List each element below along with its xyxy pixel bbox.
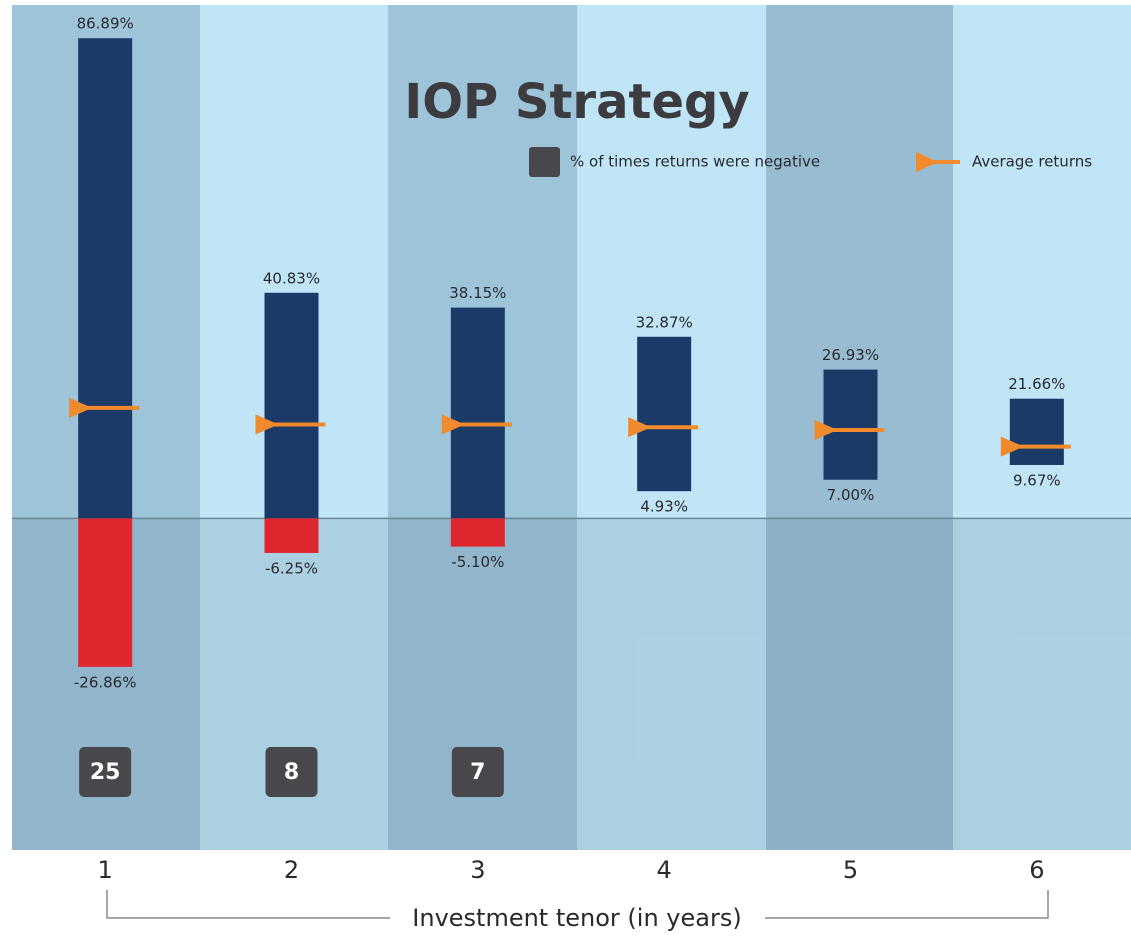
bar-range [823,369,878,480]
chart-title: IOP Strategy [404,74,749,130]
data-label: 32.87% [636,313,693,331]
bar-range [1009,398,1064,465]
negative-badge [451,747,504,797]
axis-bracket [106,890,1049,919]
average-marker [441,414,512,435]
data-label: -6.25% [265,559,318,577]
data-label: 40.83% [263,269,320,287]
x-tick-label: 6 [1029,856,1044,884]
x-tick-label: 4 [657,856,672,884]
legend-label: Average returns [972,153,1092,171]
bar-negative [264,518,319,553]
data-label: 4.93% [640,498,688,516]
data-label: 21.66% [1008,375,1065,393]
negative-count: 25 [90,760,121,785]
legend-label: % of times returns were negative [570,153,820,171]
negative-count: 7 [470,760,485,785]
negative-badge [79,747,132,797]
bar-positive [264,292,319,519]
lower-shade [12,518,1131,850]
bar-negative [78,518,133,667]
average-marker [255,414,326,435]
x-axis-label: Investment tenor (in years) [412,904,741,932]
data-label: 26.93% [822,346,879,364]
x-tick-label: 2 [284,856,299,884]
average-marker [628,417,699,438]
negative-count: 8 [284,760,299,785]
x-tick-label: 3 [470,856,485,884]
bar-negative [450,518,505,547]
legend-swatch [916,151,960,173]
data-label: -26.86% [74,673,137,691]
data-label: 86.89% [77,15,134,33]
x-tick-label: 1 [98,856,113,884]
average-marker [814,419,885,441]
average-marker [69,397,140,418]
background [12,5,1131,850]
data-label: -5.10% [451,553,504,571]
bar-range [637,336,692,492]
bar-positive [78,38,133,519]
data-label: 7.00% [827,486,875,504]
bar-positive [450,307,505,519]
x-tick-label: 5 [843,856,858,884]
data-label: 38.15% [449,284,506,302]
negative-badge [265,747,318,797]
data-label: 9.67% [1013,471,1061,489]
legend-swatch [529,147,560,177]
average-marker [1000,436,1071,457]
